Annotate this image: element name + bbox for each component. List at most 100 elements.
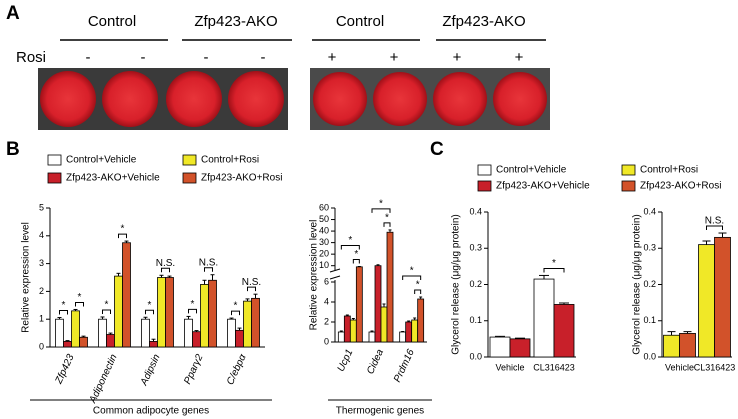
legend-label: Zfp423-AKO+Rosi bbox=[640, 181, 721, 192]
significance-label: * bbox=[552, 258, 556, 269]
bar bbox=[251, 297, 260, 348]
x-tick-label: Vehicle bbox=[495, 362, 524, 372]
row-label: Rosi bbox=[16, 49, 46, 66]
bar bbox=[208, 279, 217, 348]
significance-bracket bbox=[118, 233, 127, 239]
y-tick-label: 60 bbox=[319, 202, 329, 212]
y-tick-label: 0.2 bbox=[643, 279, 656, 289]
y-tick-label: 0.0 bbox=[643, 351, 656, 361]
y-tick-label: 0.2 bbox=[469, 279, 482, 289]
legend-label: Control+Rosi bbox=[640, 165, 698, 176]
y-tick-label: 0.3 bbox=[643, 243, 656, 253]
significance-bracket bbox=[371, 208, 391, 213]
bar bbox=[417, 298, 425, 343]
y-tick-label: 0.4 bbox=[643, 206, 656, 216]
significance-bracket bbox=[188, 308, 197, 314]
significance-label: * bbox=[148, 300, 152, 311]
bar bbox=[374, 265, 382, 343]
group-label: Thermogenic genes bbox=[336, 406, 424, 417]
well bbox=[102, 71, 158, 127]
treatment: - bbox=[86, 49, 91, 66]
bar bbox=[553, 304, 575, 358]
significance-bracket bbox=[161, 267, 170, 273]
bar bbox=[200, 284, 209, 348]
legend-label: Control+Rosi bbox=[201, 155, 259, 166]
y-tick-label: 3 bbox=[39, 258, 44, 268]
bar bbox=[714, 236, 731, 358]
y-tick-label: 0.1 bbox=[643, 315, 656, 325]
well bbox=[313, 72, 367, 126]
y-tick-label: 4 bbox=[39, 230, 44, 240]
treatment: + bbox=[453, 49, 462, 66]
bar bbox=[235, 329, 244, 348]
significance-label: * bbox=[348, 235, 352, 246]
significance-label: * bbox=[78, 292, 82, 303]
bar bbox=[141, 318, 150, 348]
group-label: Zfp423-AKO bbox=[442, 13, 525, 30]
bar bbox=[399, 331, 407, 343]
group-label: Control bbox=[336, 13, 384, 30]
significance-bracket bbox=[414, 289, 422, 294]
x-tick-label: C/ebpα bbox=[225, 352, 249, 386]
significance-bracket bbox=[102, 309, 111, 314]
group-label: Zfp423-AKO bbox=[194, 13, 277, 30]
treatment: - bbox=[261, 49, 266, 66]
significance-bracket bbox=[402, 275, 422, 280]
bar bbox=[114, 275, 123, 348]
y-tick-label: 5 bbox=[39, 202, 44, 212]
significance-label: * bbox=[191, 299, 195, 310]
legend-label: Control+Vehicle bbox=[66, 155, 137, 166]
bar bbox=[165, 277, 174, 348]
y-tick-label: 4 bbox=[324, 296, 329, 306]
x-tick-label: Adipsin bbox=[138, 352, 162, 388]
legend-swatch bbox=[621, 180, 636, 192]
legend-label: Zfp423-AKO+Vehicle bbox=[66, 173, 160, 184]
significance-label: * bbox=[416, 280, 420, 291]
panel-a: A Control Zfp423-AKO Control Zfp423-AKO … bbox=[6, 3, 550, 130]
significance-bracket bbox=[340, 245, 360, 250]
bar bbox=[71, 310, 80, 348]
bar bbox=[405, 321, 413, 343]
significance-bracket bbox=[145, 309, 154, 315]
panel-label: B bbox=[6, 139, 20, 160]
panel-label: C bbox=[430, 139, 444, 160]
significance-bracket bbox=[75, 301, 84, 307]
legend-label: Zfp423-AKO+Rosi bbox=[201, 173, 282, 184]
y-tick-label: 6 bbox=[324, 276, 329, 286]
y-tick-label: 0 bbox=[324, 336, 329, 346]
y-axis-label: Glycerol release (μg/μg protein) bbox=[451, 214, 462, 354]
significance-label: N.S. bbox=[156, 258, 175, 269]
significance-label: * bbox=[121, 224, 125, 235]
bar bbox=[679, 333, 696, 358]
significance-bracket bbox=[247, 286, 256, 292]
significance-bracket bbox=[543, 267, 565, 273]
significance-bracket bbox=[204, 267, 213, 272]
x-tick-label: Ucp1 bbox=[336, 348, 356, 374]
bar bbox=[698, 244, 715, 358]
bar bbox=[489, 336, 511, 358]
legend-swatch bbox=[621, 164, 636, 176]
x-tick-label: Cidea bbox=[365, 347, 386, 376]
group-label: Control bbox=[88, 13, 136, 30]
treatment: - bbox=[204, 49, 209, 66]
x-tick-label: Adiponectin bbox=[87, 352, 120, 405]
significance-label: * bbox=[105, 300, 109, 311]
legend-swatch bbox=[47, 154, 62, 166]
bar bbox=[122, 242, 131, 348]
bar bbox=[55, 318, 64, 348]
legend-swatch bbox=[477, 180, 492, 192]
y-tick-label: 1 bbox=[39, 314, 44, 324]
treatment: - bbox=[141, 49, 146, 66]
y-tick-label: 2 bbox=[39, 286, 44, 296]
bar bbox=[79, 336, 88, 348]
y-tick-label: 0.4 bbox=[469, 206, 482, 216]
x-tick-label: Vehicle bbox=[665, 362, 694, 372]
x-tick-label: Zfp423 bbox=[53, 352, 77, 386]
significance-label: * bbox=[385, 213, 389, 224]
bar bbox=[386, 231, 394, 343]
well bbox=[493, 72, 547, 126]
significance-label: * bbox=[234, 301, 238, 312]
significance-bracket bbox=[383, 222, 391, 227]
bar bbox=[192, 331, 201, 348]
bar bbox=[368, 331, 376, 343]
